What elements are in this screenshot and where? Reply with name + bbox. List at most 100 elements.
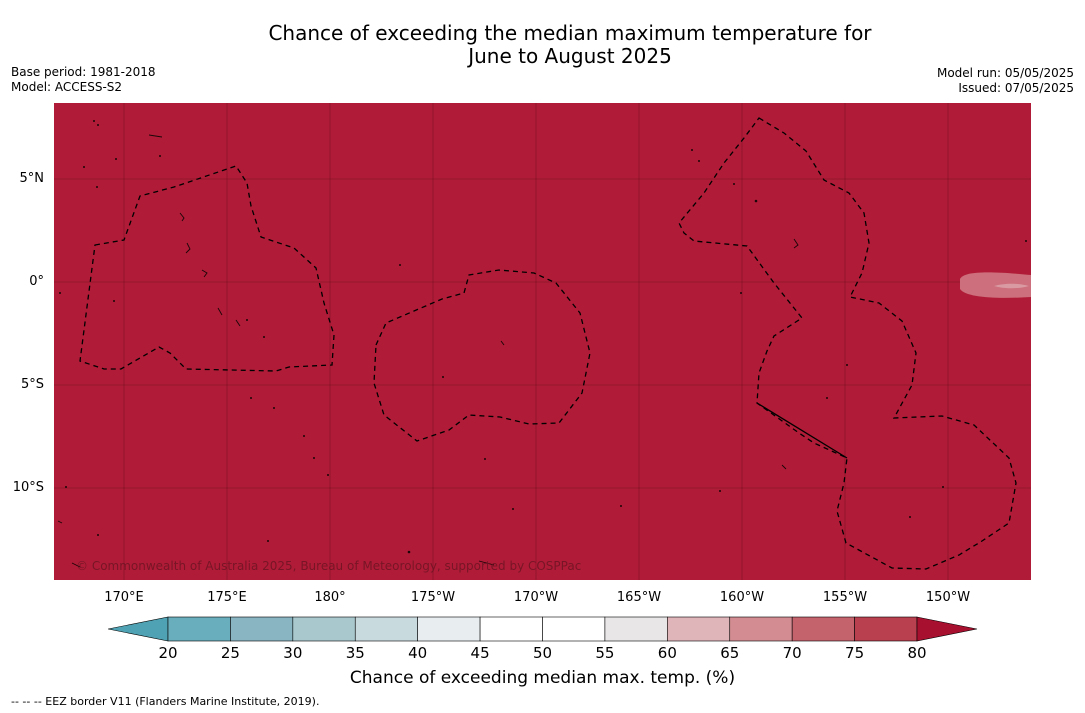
island: [909, 516, 911, 518]
island: [83, 166, 85, 168]
colorbar-tick-label: 25: [220, 644, 240, 662]
island: [159, 155, 161, 157]
island: [512, 508, 514, 510]
map-area[interactable]: © Commonwealth of Australia 2025, Bureau…: [54, 103, 1031, 580]
eez-border-east: [678, 117, 1017, 570]
island: [217, 307, 223, 316]
probability-patch: [960, 272, 1031, 298]
colorbar-tick-label: 30: [283, 644, 303, 662]
island: [313, 457, 315, 459]
island: [478, 560, 495, 566]
colorbar-segment: [667, 616, 731, 642]
colorbar-tick-label: 65: [720, 644, 740, 662]
meta-right: Model run: 05/05/2025 Issued: 07/05/2025: [937, 66, 1074, 96]
island: [698, 160, 700, 162]
island: [148, 134, 163, 138]
island: [407, 550, 411, 554]
map-svg: [54, 103, 1031, 580]
island: [263, 336, 265, 338]
colorbar-segment: [854, 616, 918, 642]
title-line-1: Chance of exceeding the median maximum t…: [268, 21, 872, 45]
island: [201, 269, 208, 278]
colorbar-segment: [542, 616, 606, 642]
colorbar-segment: [230, 616, 294, 642]
colorbar-segment: [354, 616, 418, 642]
islands: [57, 134, 799, 568]
colorbar-segment: [729, 616, 793, 642]
lon-label-165w: 165°W: [616, 590, 662, 605]
island: [246, 319, 248, 321]
island: [719, 490, 721, 492]
probability-patch-inner: [994, 283, 1029, 289]
colorbar-tick-label: 20: [158, 644, 178, 662]
colorbar-tick-label: 45: [470, 644, 490, 662]
colorbar-tick-label: 50: [532, 644, 553, 662]
colorbar-segment: [292, 616, 356, 642]
island: [399, 264, 401, 266]
island: [179, 212, 185, 222]
lon-label-175w: 175°W: [410, 590, 456, 605]
lat-label-5s: 5°S: [20, 377, 44, 392]
island: [327, 474, 329, 476]
eez-borders: [79, 117, 1017, 570]
map-title: Chance of exceeding the median maximum t…: [0, 22, 1085, 68]
graticule: [54, 103, 1031, 580]
colorbar: [108, 616, 978, 642]
lon-label-170w: 170°W: [513, 590, 559, 605]
island: [65, 486, 67, 488]
island: [97, 124, 99, 126]
colorbar-segment: [604, 616, 668, 642]
island: [691, 149, 693, 151]
island: [113, 300, 115, 302]
colorbar-tick-label: 55: [595, 644, 615, 662]
model-name: Model: ACCESS-S2: [11, 80, 123, 94]
island: [500, 340, 505, 346]
island: [267, 540, 269, 542]
island: [793, 238, 799, 249]
colorbar-over-arrow: [916, 616, 978, 642]
lon-label-180: 180°: [314, 590, 346, 605]
island: [57, 520, 63, 524]
copyright-notice: © Commonwealth of Australia 2025, Bureau…: [76, 559, 582, 573]
lon-label-150w: 150°W: [925, 590, 971, 605]
island: [733, 183, 735, 185]
colorbar-tick-label: 70: [782, 644, 802, 662]
title-line-2: June to August 2025: [468, 44, 672, 68]
colorbar-tick-label: 60: [657, 644, 677, 662]
meta-left: Base period: 1981-2018 Model: ACCESS-S2: [11, 65, 156, 95]
colorbar-tick-label: 35: [345, 644, 365, 662]
issued-date: Issued: 07/05/2025: [958, 81, 1074, 95]
island: [942, 486, 944, 488]
island: [250, 397, 252, 399]
island: [185, 242, 191, 254]
lat-label-equator: 0°: [29, 274, 44, 289]
island: [93, 120, 95, 122]
eez-border-solid: [756, 402, 848, 459]
eez-footnote: -- -- -- EEZ border V11 (Flanders Marine…: [11, 695, 320, 708]
island: [781, 464, 787, 470]
lat-label-10s: 10°S: [12, 480, 44, 495]
lon-label-155w: 155°W: [822, 590, 868, 605]
island: [303, 435, 305, 437]
island: [620, 505, 622, 507]
lat-label-5n: 5°N: [19, 171, 45, 186]
colorbar-segments: [167, 616, 918, 642]
colorbar-under-arrow: [108, 616, 169, 642]
island: [97, 534, 99, 536]
island: [442, 376, 444, 378]
island-dots: [59, 120, 1027, 554]
island: [826, 397, 828, 399]
lon-label-175e: 175°E: [207, 590, 247, 605]
colorbar-tick-label: 40: [408, 644, 428, 662]
lon-label-160w: 160°W: [719, 590, 765, 605]
island: [740, 292, 742, 294]
island: [273, 407, 275, 409]
colorbar-label: Chance of exceeding median max. temp. (%…: [349, 668, 736, 688]
colorbar-segment: [791, 616, 855, 642]
colorbar-segment: [417, 616, 481, 642]
eez-border-west: [79, 165, 335, 372]
island: [59, 292, 61, 294]
colorbar-tick-label: 80: [907, 644, 927, 662]
island: [115, 158, 117, 160]
island: [846, 364, 848, 366]
